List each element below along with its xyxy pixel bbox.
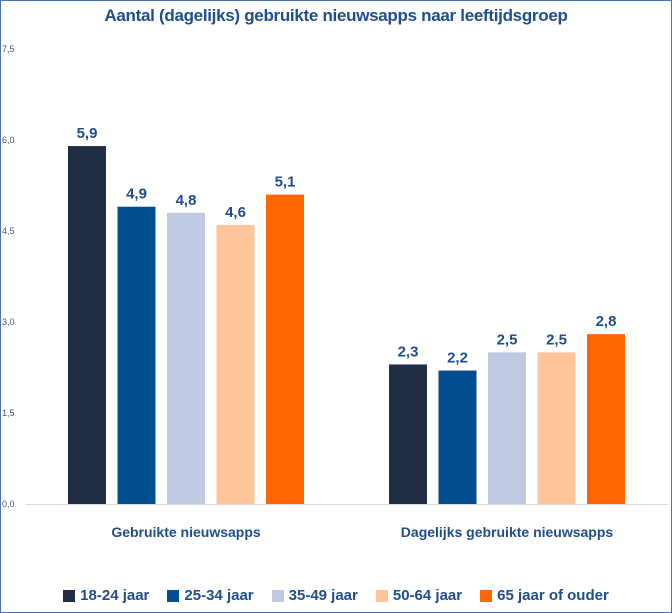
y-tick-label: 4,5 — [2, 226, 15, 236]
legend-label: 35-49 jaar — [288, 587, 358, 604]
legend: 18-24 jaar 25-34 jaar 35-49 jaar 50-64 jaar… — [0, 587, 672, 604]
legend-item: 50-64 jaar — [375, 587, 463, 604]
data-label: 4,6 — [225, 204, 246, 221]
data-label: 4,8 — [176, 192, 197, 209]
category-label: Dagelijks gebruikte nieuwsapps — [401, 524, 614, 540]
data-label: 5,9 — [77, 125, 98, 142]
data-label: 2,8 — [596, 313, 617, 330]
legend-item: 18-24 jaar — [63, 587, 149, 604]
legend-item: 65 jaar of ouder — [480, 587, 609, 604]
y-tick-label: 3,0 — [2, 317, 15, 327]
legend-swatch — [271, 589, 284, 602]
bar-25-34-jaar — [438, 370, 477, 504]
legend-label: 50-64 jaar — [392, 587, 463, 604]
data-label: 2,5 — [497, 331, 518, 348]
legend-swatch — [63, 589, 76, 602]
data-label: 2,3 — [398, 343, 419, 360]
y-tick-label: 6,0 — [2, 135, 15, 145]
legend-label: 18-24 jaar — [80, 587, 150, 604]
legend-label: 65 jaar of ouder — [497, 587, 609, 604]
bar-18-24-jaar — [389, 364, 427, 504]
data-label: 4,9 — [126, 186, 147, 203]
bar-65-jaar-of-ouder — [587, 334, 625, 504]
bar-35-49-jaar — [488, 352, 526, 504]
bar-50-64-jaar — [537, 352, 576, 504]
y-tick-label: 7,5 — [2, 44, 15, 54]
y-tick-label: 0,0 — [2, 499, 15, 509]
chart-title: Aantal (dagelijks) gebruikte nieuwsapps … — [104, 6, 568, 25]
bar-25-34-jaar — [117, 206, 156, 504]
data-label: 5,1 — [275, 174, 296, 191]
legend-swatch — [375, 589, 388, 602]
bar-50-64-jaar — [216, 224, 255, 504]
legend-label: 25-34 jaar — [184, 587, 254, 604]
legend-item: 35-49 jaar — [271, 587, 358, 604]
legend-item: 25-34 jaar — [167, 587, 254, 604]
legend-swatch — [167, 589, 180, 602]
y-tick-label: 1,5 — [2, 408, 15, 418]
legend-swatch — [480, 589, 493, 602]
data-label: 2,2 — [447, 350, 468, 367]
bar-65-jaar-of-ouder — [266, 194, 304, 504]
bar-18-24-jaar — [68, 146, 106, 505]
category-label: Gebruikte nieuwsapps — [111, 524, 261, 540]
data-label: 2,5 — [546, 331, 567, 348]
bar-35-49-jaar — [167, 212, 205, 505]
